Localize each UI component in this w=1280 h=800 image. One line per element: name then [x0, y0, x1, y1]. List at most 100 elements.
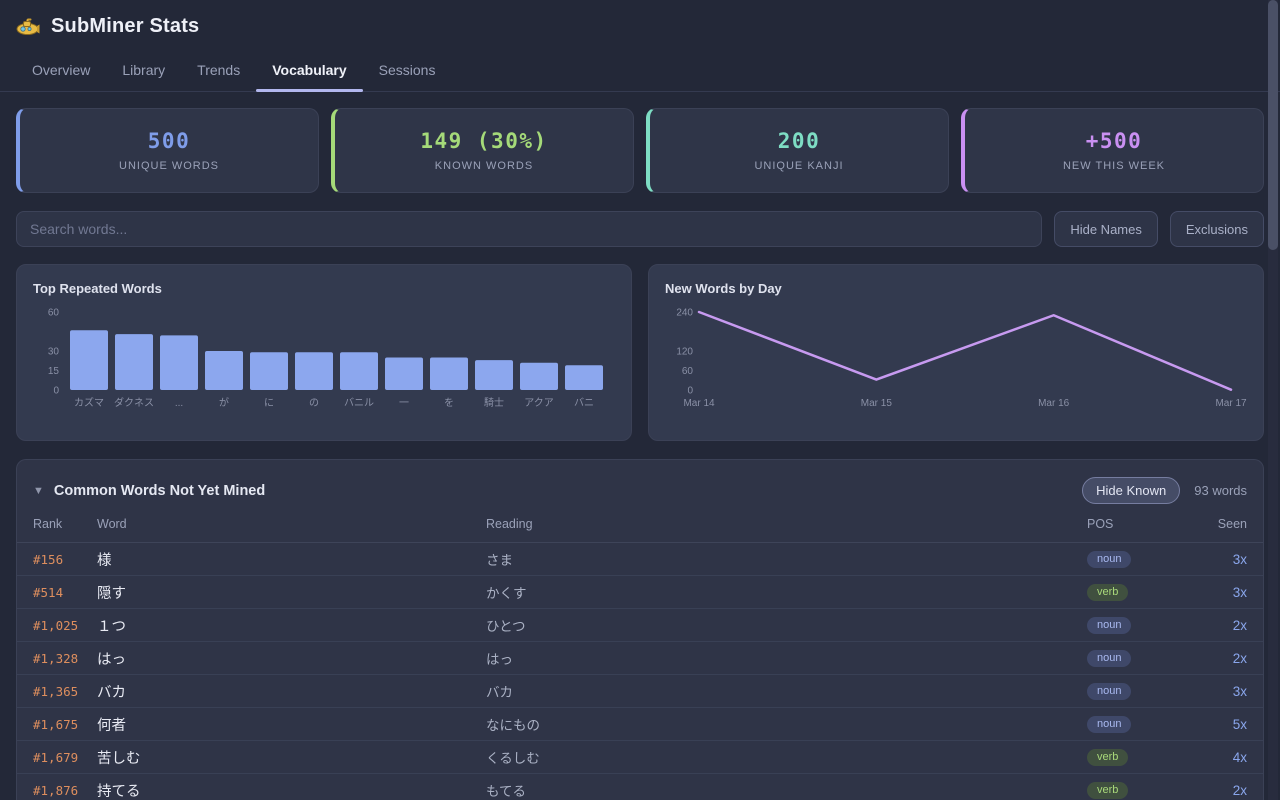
bar-chart: 0 15 30 60 カズマ ダクネス... が に の バニル 一 を 騎士 アクア バニ — [48, 308, 603, 409]
seen-cell: 3x — [1232, 551, 1247, 567]
word-cell: 苦しむ — [97, 750, 141, 767]
collapse-caret-icon[interactable]: ▼ — [33, 484, 44, 497]
search-input[interactable] — [16, 211, 1043, 247]
stat-value: 200 — [777, 129, 821, 153]
line-chart-card: New Words by Day 0 60 120 240 Mar 14 Mar 15 Ma… — [648, 264, 1264, 441]
rank-cell: #1,679 — [33, 749, 79, 765]
x-axis-label: アクア — [524, 397, 554, 409]
exclusions-button[interactable]: Exclusions — [1169, 211, 1264, 247]
x-axis-label: バニル — [344, 397, 374, 409]
app-header: SubMiner Stats — [0, 0, 1280, 38]
table-title-wrap[interactable]: ▼ Common Words Not Yet Mined — [33, 483, 265, 499]
x-axis-label: ダクネス — [114, 396, 154, 409]
pos-badge: noun — [1087, 550, 1132, 568]
table-row[interactable]: #1,675 何者 なにもの noun 5x — [17, 708, 1263, 741]
submarine-icon — [16, 18, 40, 35]
column-header-pos: POS — [1087, 517, 1114, 531]
word-cell: 様 — [97, 552, 112, 569]
tab-library[interactable]: Library — [122, 62, 166, 78]
stat-value: 149 (30%) — [420, 129, 548, 153]
table-head-right: Hide Known 93 words — [1082, 477, 1247, 504]
bar — [160, 335, 198, 390]
rank-cell: #1,675 — [33, 716, 79, 732]
reading-cell: なにもの — [486, 718, 540, 733]
search-row: Hide Names Exclusions — [16, 211, 1264, 247]
bar-chart-title: Top Repeated Words — [33, 281, 162, 296]
bar — [115, 334, 153, 390]
rank-cell: #1,876 — [33, 782, 79, 798]
table-row[interactable]: #1,876 持てる もてる verb 2x — [17, 774, 1263, 800]
stat-value: 500 — [147, 129, 191, 153]
seen-cell: 2x — [1232, 782, 1247, 798]
line-series — [697, 310, 1233, 391]
bar — [205, 351, 243, 390]
scrollbar-thumb[interactable] — [1268, 0, 1278, 250]
table-body: #156 様 さま noun 3x #514 隠す かくす verb 3x #1,025 １つ ひとつ n… — [17, 543, 1263, 800]
table-column-headers: Rank Word Reading POS Seen — [17, 506, 1263, 543]
seen-cell: 2x — [1232, 650, 1247, 666]
table-row[interactable]: #514 隠す かくす verb 3x — [17, 576, 1263, 609]
reading-cell: くるしむ — [486, 751, 540, 766]
y-axis-tick: 15 — [48, 366, 60, 377]
x-axis-label: バニ — [574, 397, 594, 409]
pos-badge: verb — [1087, 583, 1129, 601]
pos-badge: noun — [1087, 616, 1132, 634]
x-axis-label: 騎士 — [484, 396, 504, 409]
word-cell: 何者 — [97, 717, 126, 734]
x-axis-label: Mar 15 — [861, 398, 893, 409]
y-axis-tick: 60 — [682, 366, 694, 377]
table-row[interactable]: #156 様 さま noun 3x — [17, 543, 1263, 576]
stat-label: UNIQUE WORDS — [119, 160, 219, 172]
tab-trends[interactable]: Trends — [197, 62, 241, 78]
y-axis-tick: 30 — [48, 347, 60, 358]
bar — [385, 357, 423, 390]
stat-card-unique-kanji: 200 UNIQUE KANJI — [646, 108, 949, 193]
bar-chart-card: Top Repeated Words 0 15 30 60 カズマ ダクネス... が に の バ… — [16, 264, 632, 441]
x-axis-label: を — [444, 397, 454, 409]
seen-cell: 2x — [1232, 617, 1247, 633]
bar — [430, 357, 468, 390]
hide-known-button[interactable]: Hide Known — [1082, 477, 1181, 504]
stat-card-unique-words: 500 UNIQUE WORDS — [16, 108, 319, 193]
table-row[interactable]: #1,679 苦しむ くるしむ verb 4x — [17, 741, 1263, 774]
x-axis-label: の — [309, 398, 319, 409]
table-row[interactable]: #1,328 はっ はっ noun 2x — [17, 642, 1263, 675]
tab-overview[interactable]: Overview — [32, 62, 91, 78]
reading-cell: かくす — [486, 586, 527, 601]
y-axis-tick: 120 — [676, 347, 693, 358]
word-cell: １つ — [97, 618, 126, 635]
x-axis-label: Mar 14 — [683, 398, 715, 409]
pos-badge: noun — [1087, 715, 1132, 733]
x-axis-label: カズマ — [74, 396, 104, 409]
column-header-seen: Seen — [1217, 517, 1247, 531]
seen-cell: 3x — [1232, 584, 1247, 600]
app-title: SubMiner Stats — [51, 15, 200, 37]
table-row[interactable]: #1,365 バカ バカ noun 3x — [17, 675, 1263, 708]
seen-cell: 3x — [1232, 683, 1247, 699]
tab-vocabulary[interactable]: Vocabulary — [256, 53, 364, 92]
x-axis-label: に — [264, 397, 274, 409]
table-head: ▼ Common Words Not Yet Mined Hide Known … — [17, 460, 1263, 506]
column-header-word: Word — [97, 517, 127, 531]
table-title: Common Words Not Yet Mined — [53, 482, 266, 499]
common-words-table-card: ▼ Common Words Not Yet Mined Hide Known … — [16, 459, 1264, 800]
word-count: 93 words — [1194, 483, 1247, 498]
stat-label: UNIQUE KANJI — [754, 160, 844, 172]
scrollbar[interactable] — [1268, 0, 1278, 800]
table-row[interactable]: #1,025 １つ ひとつ noun 2x — [17, 609, 1263, 642]
tab-sessions[interactable]: Sessions — [378, 62, 436, 78]
x-axis-label: 一 — [399, 398, 409, 409]
x-axis-label: ... — [175, 398, 183, 409]
hide-names-button[interactable]: Hide Names — [1054, 211, 1158, 247]
line-chart-title: New Words by Day — [665, 281, 782, 296]
rank-cell: #1,025 — [33, 617, 79, 633]
bar — [250, 352, 288, 390]
y-axis-tick: 60 — [48, 308, 60, 319]
y-axis-tick: 0 — [687, 386, 693, 397]
column-header-reading: Reading — [486, 517, 533, 531]
pos-badge: verb — [1087, 748, 1129, 766]
bar — [520, 362, 558, 390]
word-cell: はっ — [97, 651, 126, 668]
bar — [340, 352, 378, 390]
stat-card-new-this-week: +500 NEW THIS WEEK — [961, 108, 1264, 193]
